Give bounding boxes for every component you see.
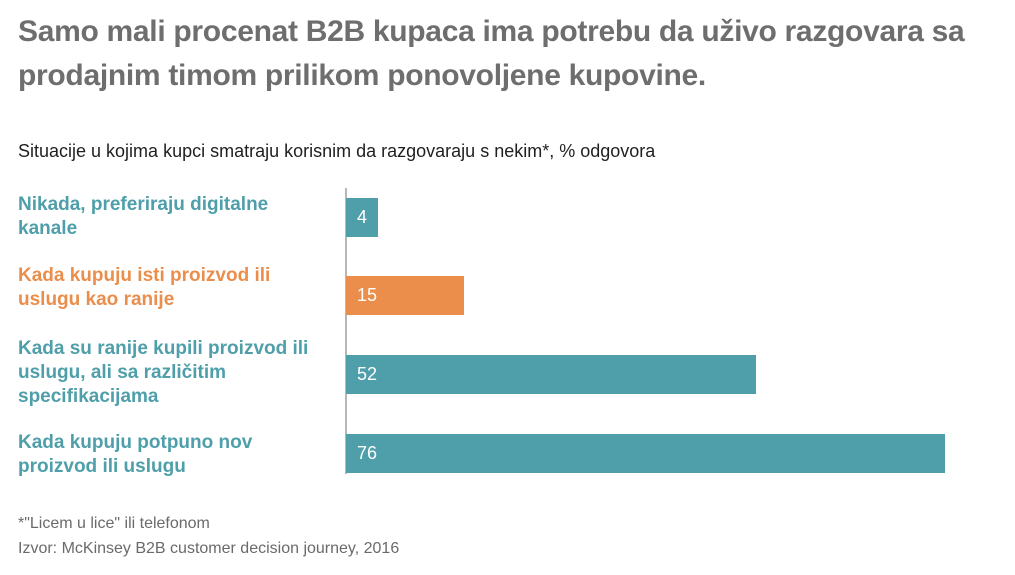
category-label: Kada su ranije kupili proizvod ili uslug… [18,338,309,407]
chart-subtitle: Situacije u kojima kupci smatraju korisn… [18,141,656,161]
bar [346,355,756,394]
category-label: Nikada, preferiraju digitalne kanale [18,194,269,239]
footnote-source: Izvor: McKinsey B2B customer decision jo… [18,540,400,557]
bar-value-label: 52 [357,364,378,384]
bar [346,434,945,473]
bar-value-label: 4 [357,207,368,227]
category-label: Kada kupuju isti proizvod ili uslugu kao… [18,265,271,310]
bar-value-label: 76 [357,443,378,463]
category-axis-line [345,188,347,474]
footnote-note: *"Licem u lice" ili telefonom [18,515,210,532]
bar-value-label: 15 [357,285,378,305]
bar [346,198,378,237]
chart-title: Samo mali procenat B2B kupaca ima potreb… [18,15,965,92]
category-label: Kada kupuju potpuno nov proizvod ili usl… [18,432,253,477]
bar [346,276,464,315]
